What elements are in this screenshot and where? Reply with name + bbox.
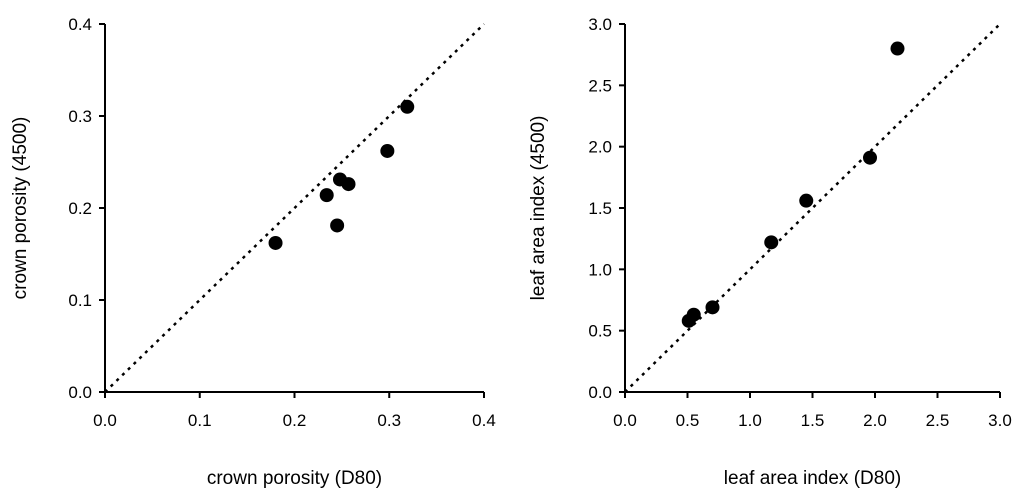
y-tick-label: 1.0 [588,260,612,279]
data-point [330,218,345,233]
data-point [686,307,701,322]
x-tick-label: 0.1 [188,411,212,430]
y-tick-label: 0.3 [68,107,92,126]
y-tick-label: 0.5 [588,322,612,341]
x-tick-label: 0.3 [377,411,401,430]
x-tick-label: 1.0 [738,411,762,430]
x-tick-label: 3.0 [988,411,1012,430]
y-tick-label: 0.0 [68,383,92,402]
x-axis-title: leaf area index (D80) [724,468,901,489]
y-tick-label: 0.1 [68,291,92,310]
x-tick-label: 0.4 [472,411,496,430]
leaf-area-index-chart: 0.0 0.5 1.0 1.5 2.0 2.5 3.0 0.0 0.5 1.0 1.5 2.0 2.5 3… [528,15,1012,489]
y-tick-label: 2.5 [588,76,612,95]
crown-porosity-chart: 0.0 0.1 0.2 0.3 0.4 0.0 0.1 0.2 0.3 0.4 crown poro… [10,15,496,489]
x-tick-label: 1.5 [801,411,825,430]
x-tick-label: 0.5 [676,411,700,430]
data-point [319,188,334,203]
data-point [799,193,814,208]
one-to-one-line [104,23,485,393]
x-tick-label: 0.0 [93,411,117,430]
x-tick-label: 2.5 [926,411,950,430]
data-point [268,235,283,250]
x-tick-label: 0.2 [283,411,307,430]
data-point [705,300,720,315]
y-tick-label: 0.0 [588,383,612,402]
x-tick-label: 0.0 [613,411,637,430]
y-tick-label: 2.0 [588,138,612,157]
y-axis-title: crown porosity (4500) [10,117,31,300]
data-point [890,41,905,56]
data-point [380,143,395,158]
y-tick-label: 0.2 [68,199,92,218]
x-axis-title: crown porosity (D80) [207,468,382,489]
y-tick-label: 3.0 [588,15,612,34]
y-tick-label: 1.5 [588,199,612,218]
data-point [863,150,877,165]
x-tick-label: 2.0 [863,411,887,430]
y-axis-title: leaf area index (4500) [528,116,549,301]
data-point [341,177,356,192]
data-point [764,235,779,250]
data-point [400,99,415,114]
one-to-one-line [624,23,1001,393]
y-tick-label: 0.4 [68,15,92,34]
